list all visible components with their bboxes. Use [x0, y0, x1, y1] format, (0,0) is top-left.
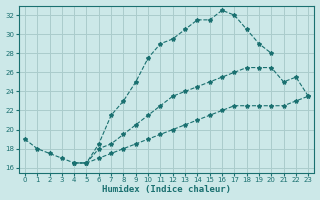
X-axis label: Humidex (Indice chaleur): Humidex (Indice chaleur): [102, 185, 231, 194]
